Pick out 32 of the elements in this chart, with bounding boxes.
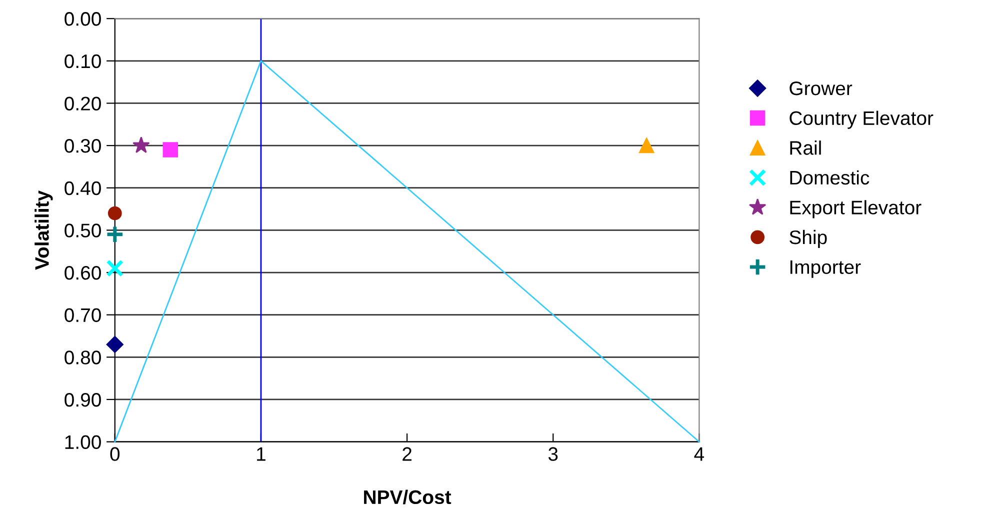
y-axis-title: Volatility: [34, 190, 53, 270]
y-tick-label: 0.00: [64, 12, 101, 26]
point: [132, 136, 150, 153]
y-tick-label: 1.00: [65, 435, 101, 450]
y-tick-label: 0.60: [64, 266, 101, 280]
x-tick-label: 4: [694, 447, 704, 461]
legend-label: Importer: [790, 260, 861, 278]
y-tick-label: 0.10: [64, 54, 101, 68]
point: [106, 336, 124, 354]
y-tick-label: 0.70: [64, 308, 101, 322]
point: [106, 260, 124, 277]
point: [638, 138, 654, 154]
x-tick-label: 1: [257, 447, 266, 461]
y-tick-label: 0.40: [64, 181, 101, 196]
legend-label: Domestic: [790, 170, 870, 185]
legend-label: Ship: [790, 230, 827, 248]
y-tick-label: 0.90: [64, 392, 101, 407]
x-tick-label: 2: [402, 447, 412, 461]
y-tick-label: 0.80: [64, 350, 101, 364]
point: [162, 142, 178, 158]
y-tick-label: 0.30: [64, 139, 101, 153]
x-tick-label: 3: [548, 447, 558, 461]
y-tick-label: 0.20: [64, 96, 101, 110]
x-axis-title: NPV/Cost: [364, 490, 452, 504]
legend-label: Grower: [790, 81, 852, 96]
point: [108, 206, 122, 220]
y-tick-label: 0.50: [64, 224, 101, 238]
x-tick-label: 0: [110, 447, 120, 461]
legend-label: Export Elevator: [790, 200, 922, 218]
legend-label: Country Elevator: [790, 110, 934, 129]
legend-label: Rail: [790, 140, 821, 155]
point: [106, 225, 124, 244]
